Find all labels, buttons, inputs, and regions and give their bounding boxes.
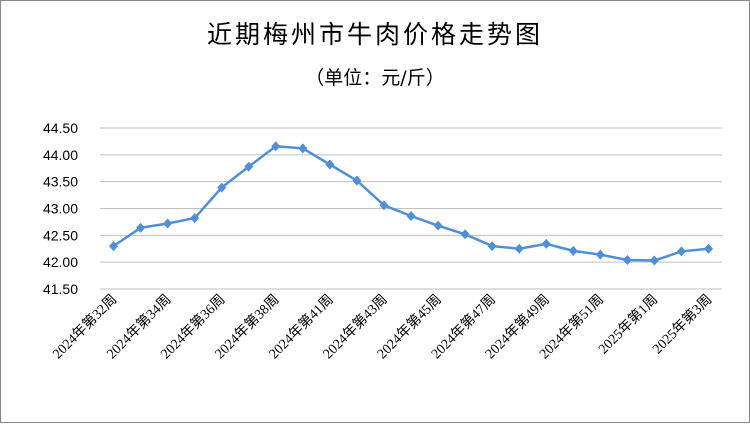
- data-point: [325, 159, 335, 170]
- data-point: [433, 220, 443, 231]
- data-point: [244, 161, 254, 172]
- data-point: [514, 243, 524, 254]
- data-point: [136, 222, 146, 233]
- data-point: [271, 141, 281, 152]
- y-tick-label: 42.00: [43, 254, 78, 270]
- y-tick-label: 44.50: [43, 120, 78, 136]
- data-point: [217, 182, 227, 193]
- data-point: [460, 229, 470, 240]
- data-point: [703, 243, 713, 254]
- data-point: [163, 218, 173, 229]
- data-point: [541, 238, 551, 249]
- data-point: [406, 211, 416, 222]
- data-point: [298, 143, 308, 154]
- y-tick-label: 43.00: [43, 201, 78, 217]
- y-tick-label: 41.50: [43, 281, 78, 297]
- y-tick-label: 42.50: [43, 227, 78, 243]
- chart-subtitle: （单位：元/斤）: [305, 67, 444, 89]
- data-point: [352, 175, 362, 186]
- y-tick-label: 43.50: [43, 174, 78, 190]
- data-point: [676, 246, 686, 257]
- data-point: [379, 200, 389, 211]
- chart-title: 近期梅州市牛肉价格走势图: [207, 20, 543, 49]
- data-point: [649, 255, 659, 266]
- data-point: [622, 255, 632, 266]
- data-point: [595, 249, 605, 260]
- y-tick-label: 44.00: [43, 147, 78, 163]
- data-point: [568, 245, 578, 256]
- data-point: [109, 241, 119, 252]
- data-point: [190, 213, 200, 224]
- data-point: [487, 241, 497, 252]
